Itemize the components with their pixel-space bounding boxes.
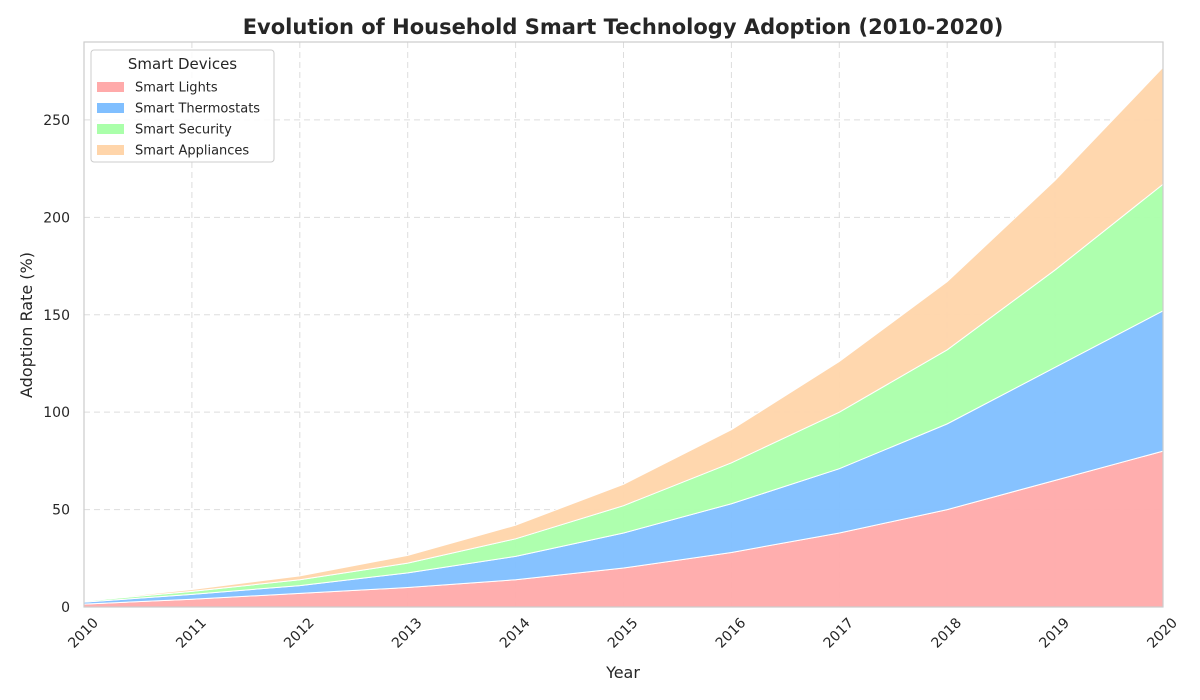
x-ticks: 2010 2011 2012 2013 2014 2015 2016 2017 2018 2019… [65, 615, 1181, 652]
y-tick-label: 150 [43, 308, 70, 324]
x-tick-label: 2010 [65, 615, 102, 652]
y-tick-label: 100 [43, 405, 70, 421]
chart-title: Evolution of Household Smart Technology … [243, 15, 1004, 39]
x-tick-label: 2014 [497, 615, 534, 652]
x-tick-label: 2020 [1144, 615, 1181, 652]
x-tick-label: 2011 [173, 615, 210, 652]
x-tick-label: 2017 [821, 615, 858, 652]
legend: Smart Devices Smart Lights Smart Thermost… [90, 49, 275, 163]
y-tick-label: 50 [52, 503, 70, 519]
x-axis-label: Year [605, 663, 640, 682]
legend-swatch [97, 82, 124, 92]
x-tick-label: 2012 [281, 615, 318, 652]
legend-label: Smart Security [135, 123, 232, 138]
x-tick-label: 2019 [1036, 615, 1073, 652]
legend-title: Smart Devices [128, 55, 237, 73]
plot-frame [83, 41, 1164, 608]
legend-swatch [97, 124, 124, 134]
x-tick-label: 2015 [605, 615, 642, 652]
x-tick-label: 2013 [389, 615, 426, 652]
y-tick-label: 0 [61, 600, 70, 616]
y-tick-label: 200 [43, 210, 70, 226]
x-tick-label: 2018 [929, 615, 966, 652]
x-tick-label: 2016 [713, 615, 750, 652]
y-ticks: 0 50 100 150 200 250 [43, 113, 70, 616]
legend-label: Smart Lights [135, 81, 218, 96]
legend-box [90, 49, 275, 163]
legend-label: Smart Thermostats [135, 102, 260, 117]
legend-swatch [97, 103, 124, 113]
legend-label: Smart Appliances [135, 144, 249, 159]
y-axis-label: Adoption Rate (%) [17, 252, 36, 398]
legend-swatch [97, 145, 124, 155]
y-tick-label: 250 [43, 113, 70, 129]
